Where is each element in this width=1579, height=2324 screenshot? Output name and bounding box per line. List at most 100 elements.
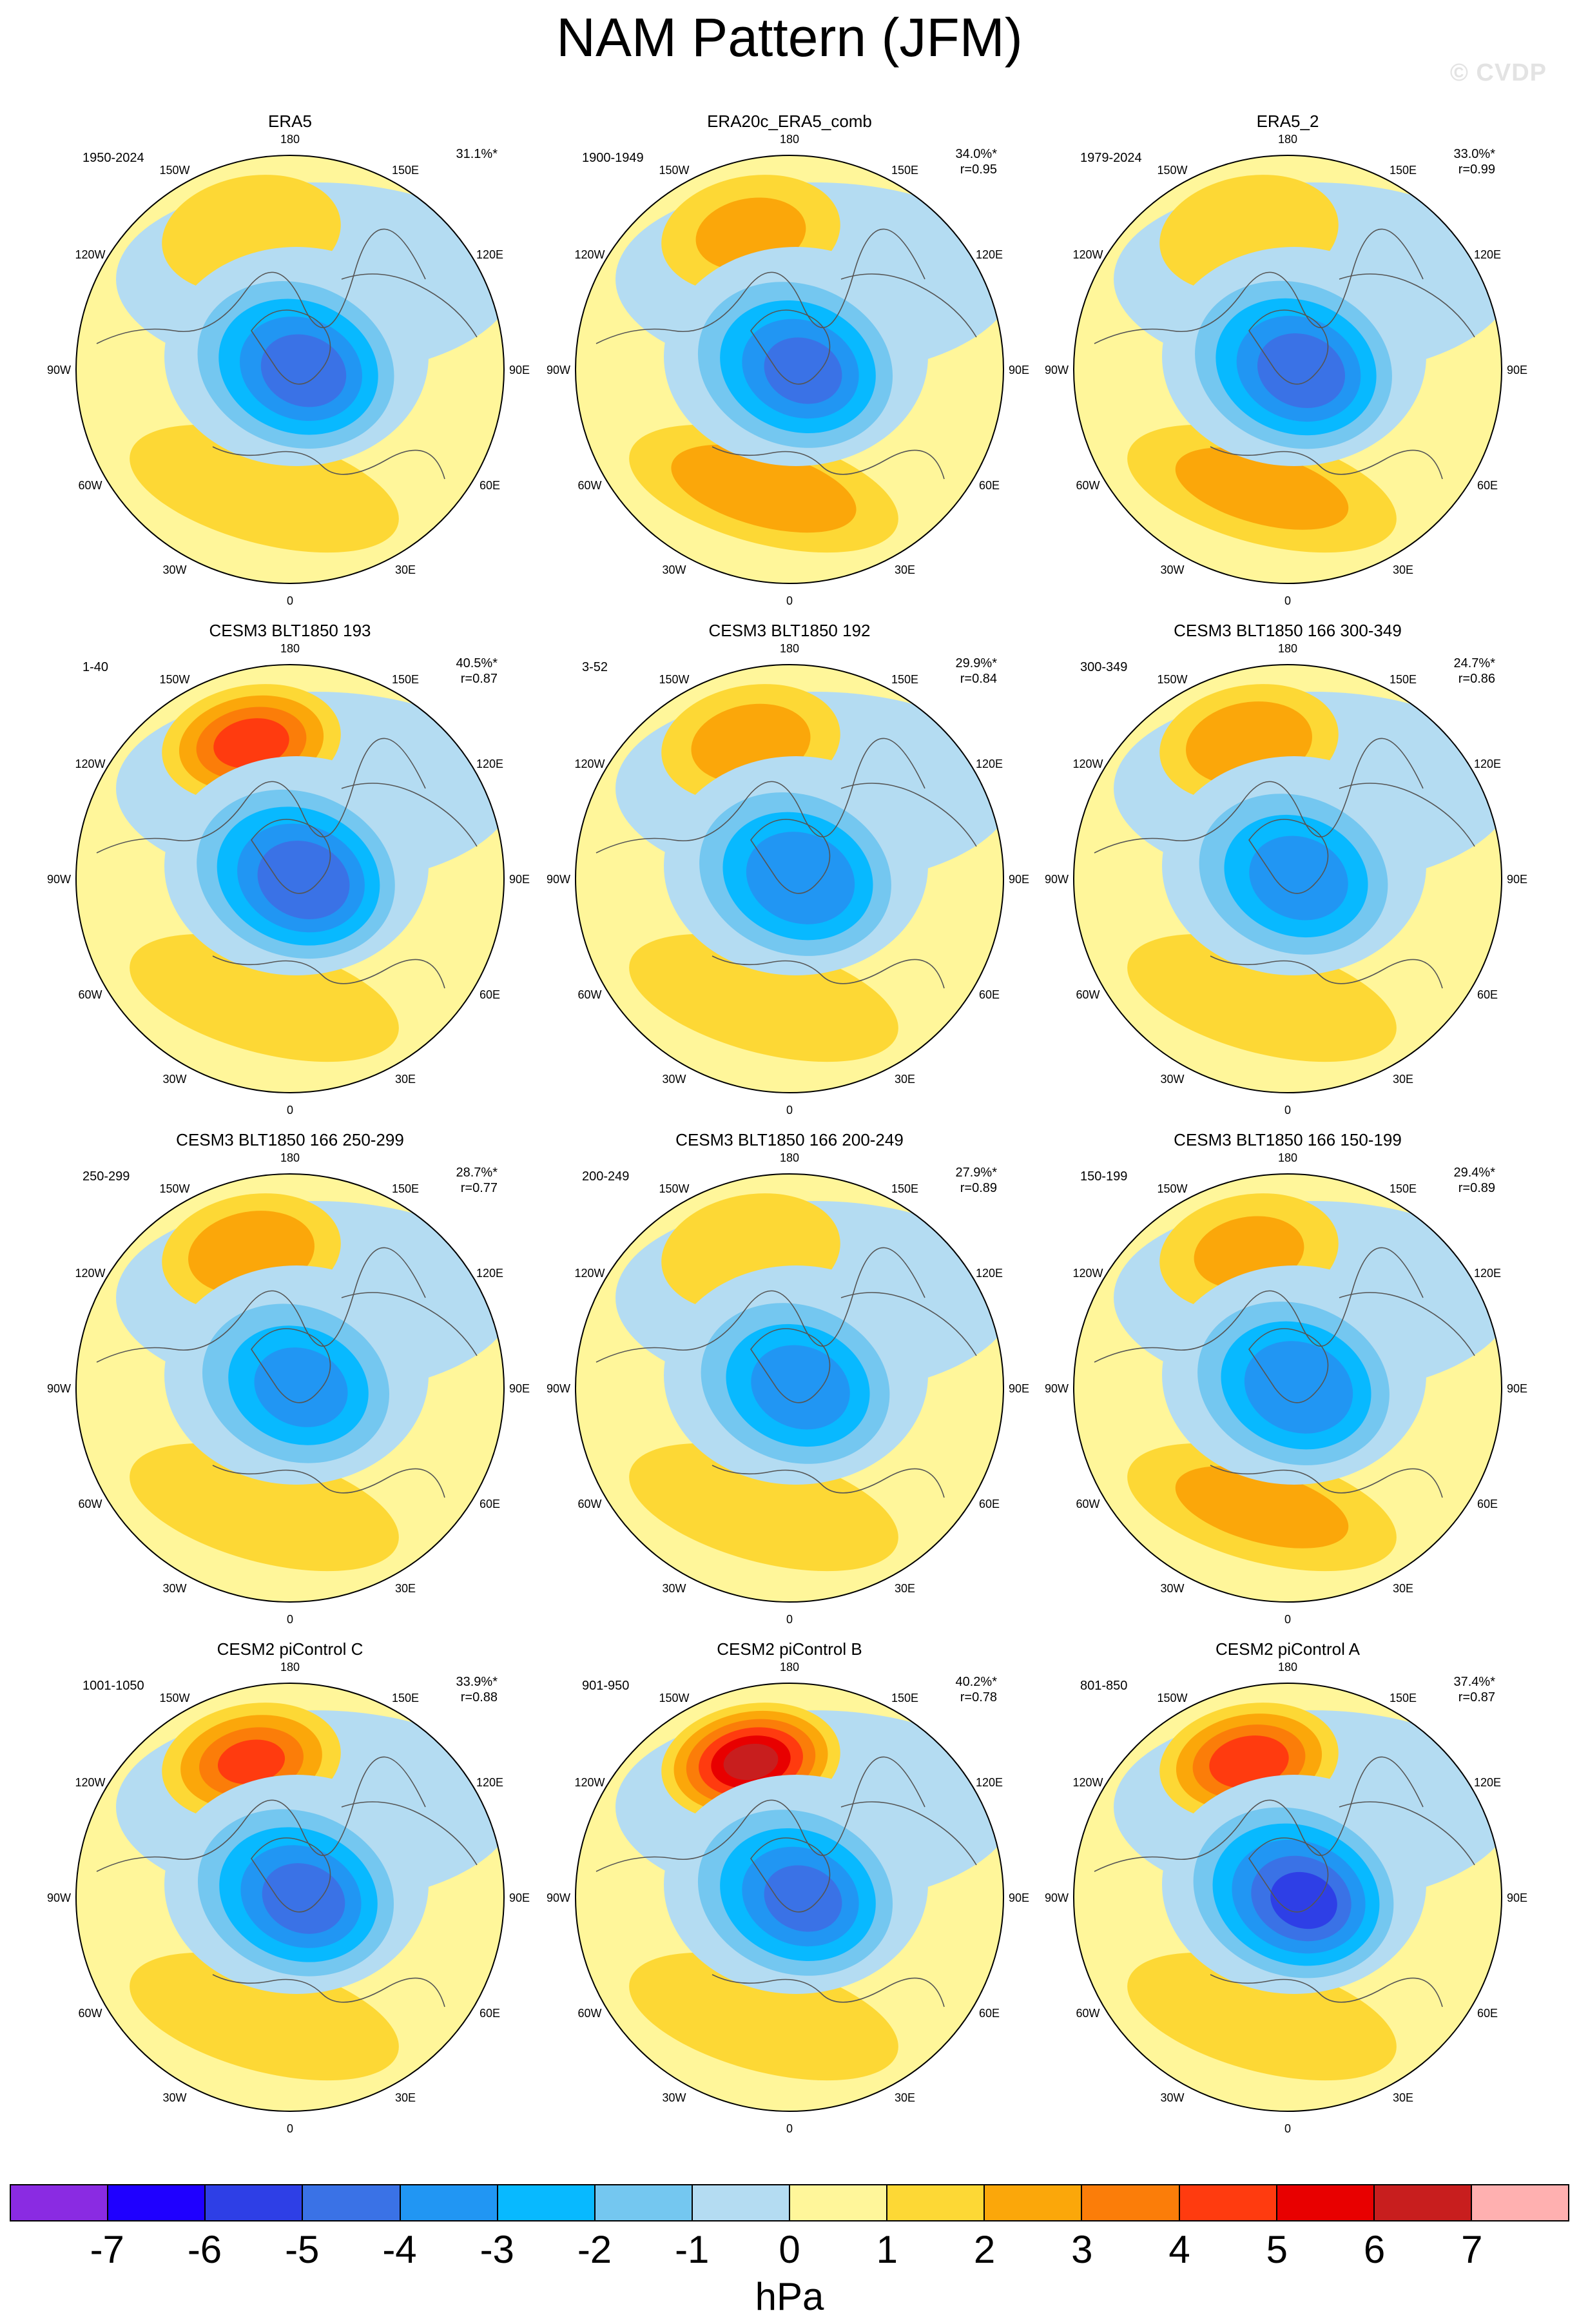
longitude-label: 90W xyxy=(547,1891,570,1904)
colorbar-tick-label: 0 xyxy=(779,2228,800,2271)
map-field xyxy=(76,1174,504,1602)
longitude-label: 90W xyxy=(47,1891,71,1904)
longitude-label: 0 xyxy=(786,1104,793,1117)
longitude-label: 0 xyxy=(287,594,293,607)
colorbar-unit: hPa xyxy=(755,2275,824,2318)
longitude-label: 30W xyxy=(662,563,686,576)
colorbar-swatch xyxy=(692,2185,790,2220)
colorbar-tick-label: 4 xyxy=(1168,2228,1190,2271)
longitude-label: 0 xyxy=(1284,2122,1291,2135)
panel-pattern-correlation: r=0.78 xyxy=(960,1690,997,1704)
pacific-positive-contour xyxy=(217,1739,286,1784)
longitude-label: 150W xyxy=(1157,164,1187,177)
longitude-label: 0 xyxy=(1284,1104,1291,1117)
longitude-label: 150E xyxy=(1390,1182,1417,1195)
longitude-label: 150E xyxy=(392,673,419,686)
longitude-label: 30W xyxy=(1160,1073,1184,1086)
longitude-label: 30E xyxy=(1393,1582,1413,1595)
colorbar-swatch xyxy=(790,2185,888,2220)
longitude-label: 150W xyxy=(659,1182,689,1195)
longitude-label: 150E xyxy=(891,164,918,177)
longitude-label: 90W xyxy=(547,1382,570,1395)
longitude-label: 60W xyxy=(1076,988,1099,1001)
longitude-label: 150E xyxy=(891,673,918,686)
longitude-label: 60W xyxy=(577,988,601,1001)
longitude-label: 90W xyxy=(47,364,71,376)
map-field xyxy=(576,155,1003,583)
colorbar-tick-label: -7 xyxy=(90,2228,124,2271)
longitude-label: 60E xyxy=(979,479,1000,492)
longitude-label: 120W xyxy=(574,1267,605,1280)
longitude-label: 30E xyxy=(395,563,416,576)
panel-percent-variance: 24.7%* xyxy=(1454,656,1496,670)
map-border xyxy=(1073,1683,1502,2112)
colorbar-tick-label: 3 xyxy=(1071,2228,1093,2271)
longitude-label: 180 xyxy=(280,1151,300,1164)
longitude-label: 90W xyxy=(1045,364,1069,376)
longitude-label: 60E xyxy=(480,1498,500,1510)
longitude-label: 90W xyxy=(47,1382,71,1395)
longitude-label: 120E xyxy=(976,1776,1003,1789)
longitude-label: 60E xyxy=(979,1498,1000,1510)
longitude-label: 90E xyxy=(509,1382,530,1395)
longitude-label: 30W xyxy=(162,563,186,576)
panel-years: 801-850 xyxy=(1080,1679,1127,1693)
panel-pattern-correlation: r=0.86 xyxy=(1458,672,1495,686)
colorbar-swatch xyxy=(1179,2185,1277,2220)
map-field xyxy=(76,665,504,1093)
polar-negative-contour xyxy=(257,841,350,919)
longitude-label: 150W xyxy=(1157,1182,1187,1195)
longitude-label: 60W xyxy=(78,988,102,1001)
longitude-label: 0 xyxy=(287,1613,293,1626)
panel-years: 1950-2024 xyxy=(82,151,144,165)
polar-negative-contour xyxy=(1257,333,1345,408)
longitude-label: 30E xyxy=(1393,1073,1413,1086)
longitude-label: 30W xyxy=(162,1073,186,1086)
longitude-label: 30W xyxy=(662,1073,686,1086)
panel-pattern-correlation: r=0.89 xyxy=(960,1181,997,1195)
longitude-label: 30E xyxy=(895,2091,915,2104)
longitude-label: 120E xyxy=(976,248,1003,261)
longitude-label: 120W xyxy=(75,248,105,261)
panel-percent-variance: 29.4%* xyxy=(1454,1166,1496,1180)
longitude-label: 0 xyxy=(287,1104,293,1117)
colorbar-swatch xyxy=(108,2185,206,2220)
panel-percent-variance: 33.0%* xyxy=(1454,147,1496,161)
panel-pattern-correlation: r=0.87 xyxy=(461,672,498,686)
longitude-label: 150W xyxy=(659,1692,689,1704)
longitude-label: 120W xyxy=(1072,1776,1103,1789)
longitude-label: 180 xyxy=(280,133,300,146)
panel-pattern-correlation: r=0.77 xyxy=(461,1181,498,1195)
polar-negative-contour xyxy=(254,1347,348,1427)
longitude-label: 60W xyxy=(78,479,102,492)
panel-percent-variance: 28.7%* xyxy=(456,1166,498,1180)
longitude-label: 90E xyxy=(1507,1382,1527,1395)
longitude-label: 60E xyxy=(1477,988,1498,1001)
pacific-positive-contour xyxy=(1209,1735,1289,1788)
longitude-label: 60W xyxy=(1076,1498,1099,1510)
map-panel: 180 150E 120E 90E 60E 30E 0 30W 60W 90W 120W 150W CE… xyxy=(1045,1130,1527,1626)
map-panel: 180 150E 120E 90E 60E 30E 0 30W 60W 90W 120W 150W CE… xyxy=(47,1639,530,2135)
longitude-label: 120E xyxy=(476,1776,503,1789)
longitude-label: 150W xyxy=(659,673,689,686)
longitude-label: 0 xyxy=(1284,1613,1291,1626)
longitude-label: 60W xyxy=(577,479,601,492)
panel-title: CESM2 piControl B xyxy=(717,1639,862,1659)
longitude-label: 90W xyxy=(47,873,71,886)
panel-pattern-correlation: r=0.99 xyxy=(1458,162,1495,177)
longitude-label: 90E xyxy=(1009,873,1029,886)
map-panel: 180 150E 120E 90E 60E 30E 0 30W 60W 90W 120W 150W CE… xyxy=(547,621,1029,1117)
panel-years: 901-950 xyxy=(582,1679,629,1693)
map-border xyxy=(1073,664,1502,1093)
colorbar-tick-label: -1 xyxy=(675,2228,710,2271)
longitude-label: 120E xyxy=(476,1267,503,1280)
coastline xyxy=(1094,737,1475,989)
panel-years: 200-249 xyxy=(582,1169,629,1184)
colorbar-swatch xyxy=(887,2185,985,2220)
colorbar-swatch xyxy=(11,2185,109,2220)
panel-years: 1001-1050 xyxy=(82,1679,144,1693)
longitude-label: 180 xyxy=(780,642,799,655)
longitude-label: 30E xyxy=(395,2091,416,2104)
panel-title: CESM3 BLT1850 166 200-249 xyxy=(675,1130,904,1149)
coastline xyxy=(596,1247,977,1498)
